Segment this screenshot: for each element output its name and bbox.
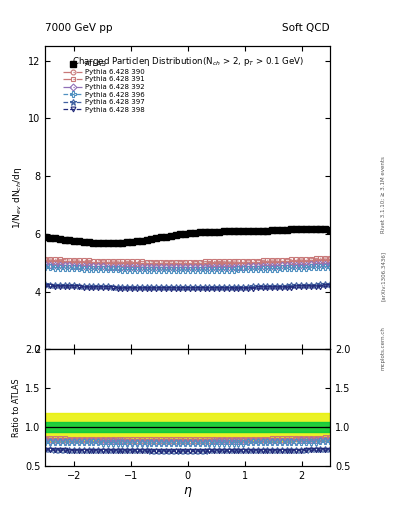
- Bar: [45, 422, 330, 432]
- ATLAS: [106, 240, 110, 246]
- Line: ATLAS: ATLAS: [42, 226, 333, 246]
- ATLAS: [91, 240, 96, 246]
- Y-axis label: 1/N$_{ev}$ dN$_{ch}$/dη: 1/N$_{ev}$ dN$_{ch}$/dη: [11, 166, 24, 229]
- Legend: ATLAS, Pythia 6.428 390, Pythia 6.428 391, Pythia 6.428 392, Pythia 6.428 396, P: ATLAS, Pythia 6.428 390, Pythia 6.428 39…: [60, 59, 148, 115]
- Y-axis label: Ratio to ATLAS: Ratio to ATLAS: [12, 378, 21, 437]
- ATLAS: [309, 226, 313, 232]
- X-axis label: η: η: [184, 483, 192, 497]
- ATLAS: [140, 238, 144, 244]
- Text: Soft QCD: Soft QCD: [283, 23, 330, 33]
- Text: mcplots.cern.ch: mcplots.cern.ch: [381, 326, 386, 370]
- ATLAS: [144, 237, 149, 243]
- ATLAS: [328, 227, 332, 233]
- Bar: [45, 413, 330, 441]
- ATLAS: [43, 234, 48, 241]
- ATLAS: [120, 240, 125, 246]
- Text: Charged Particleη Distribution(N$_{ch}$ > 2, p$_{T}$ > 0.1 GeV): Charged Particleη Distribution(N$_{ch}$ …: [72, 55, 304, 68]
- Text: [arXiv:1306.3436]: [arXiv:1306.3436]: [381, 251, 386, 302]
- Text: 7000 GeV pp: 7000 GeV pp: [45, 23, 113, 33]
- ATLAS: [130, 239, 134, 245]
- Text: ATLAS_2010_S8918562: ATLAS_2010_S8918562: [143, 260, 233, 269]
- ATLAS: [226, 228, 231, 234]
- Text: Rivet 3.1.10; ≥ 3.1M events: Rivet 3.1.10; ≥ 3.1M events: [381, 156, 386, 233]
